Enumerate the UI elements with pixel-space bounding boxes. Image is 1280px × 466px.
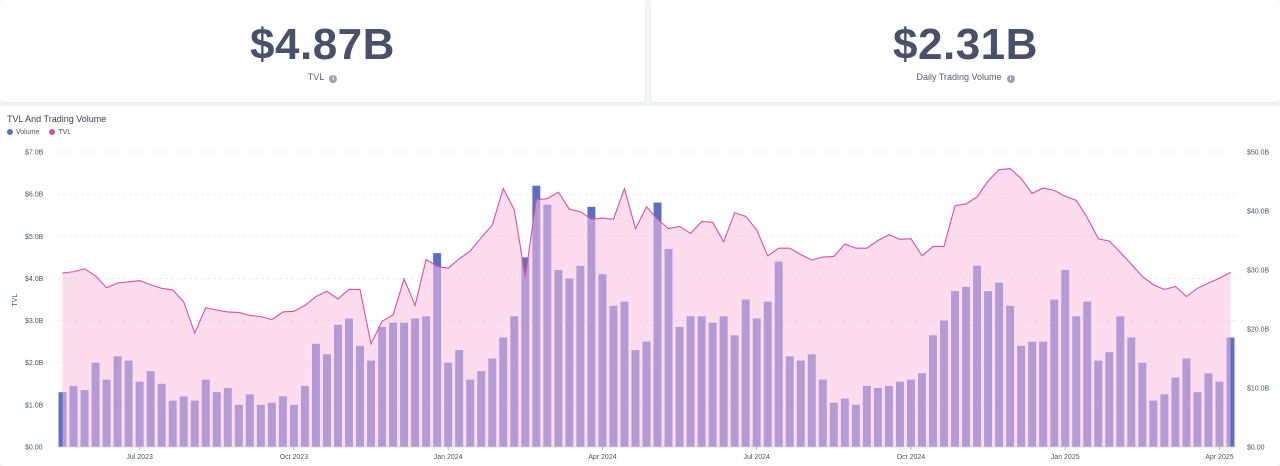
left-axis-tick: $1.0B <box>25 402 44 409</box>
chart-card: TVL And Trading Volume Volume TVL $0.00 $… <box>0 106 1280 466</box>
left-axis-tick: $2.0B <box>25 360 44 367</box>
left-axis-tick: $4.0B <box>25 276 44 283</box>
left-axis-tick: $0.00 <box>25 445 43 452</box>
chart-legend: Volume TVL <box>7 129 79 136</box>
x-axis-tick-label: Jul 2024 <box>743 454 770 461</box>
x-axis-tick-label: Jan 2024 <box>434 454 463 461</box>
volume-label-row: Daily Trading Volume i <box>651 72 1280 83</box>
chart-title: TVL And Trading Volume <box>7 114 107 124</box>
x-axis-tick-label: Oct 2024 <box>897 454 926 461</box>
legend-label-tvl: TVL <box>58 129 72 136</box>
left-axis-title: TVL <box>12 294 19 307</box>
right-axis-tick: $50.0B <box>1247 150 1270 157</box>
legend-item-volume[interactable]: Volume <box>7 129 39 136</box>
left-axis-tick: $3.0B <box>25 318 44 325</box>
chart-svg: $0.00 $1.0B $2.0B $3.0B $4.0B $5.0B $6.0B $7.0B… <box>12 150 1270 462</box>
tvl-area <box>62 168 1231 447</box>
x-axis-tick-label: Apr 2024 <box>588 454 617 461</box>
tvl-line <box>62 167 1231 346</box>
x-axis-tick-label: Jul 2023 <box>126 454 153 461</box>
right-axis-tick: $0.00 <box>1247 445 1265 452</box>
right-axis-tick: $20.0B <box>1247 327 1270 334</box>
right-axis-tick: $10.0B <box>1247 386 1270 393</box>
tvl-label-row: TVL i <box>0 72 645 83</box>
tvl-label: TVL <box>307 72 325 82</box>
left-axis-tick: $5.0B <box>25 234 44 241</box>
legend-dot-volume <box>7 129 13 135</box>
legend-label-volume: Volume <box>16 129 40 136</box>
legend-dot-tvl <box>49 129 56 135</box>
right-axis-tick: $40.0B <box>1247 209 1270 216</box>
volume-value: $2.31B <box>893 20 1038 69</box>
left-axis-tick: $6.0B <box>25 192 44 199</box>
right-axis-tick: $30.0B <box>1247 268 1270 275</box>
x-axis-tick-label: Apr 2025 <box>1205 454 1234 461</box>
legend-item-tvl[interactable]: TVL <box>49 129 71 136</box>
info-icon[interactable]: i <box>329 75 338 83</box>
volume-label: Daily Trading Volume <box>916 72 1002 82</box>
x-axis-tick-label: Oct 2023 <box>280 454 309 461</box>
left-axis-tick: $7.0B <box>25 150 44 157</box>
tvl-value: $4.87B <box>250 20 395 69</box>
info-icon[interactable]: i <box>1006 75 1015 83</box>
volume-bar <box>1226 337 1235 447</box>
x-axis-tick-label: Jan 2025 <box>1051 454 1080 461</box>
tvl-stat-card: $4.87B TVL i <box>0 0 645 102</box>
volume-stat-card: $2.31B Daily Trading Volume i <box>651 0 1280 102</box>
